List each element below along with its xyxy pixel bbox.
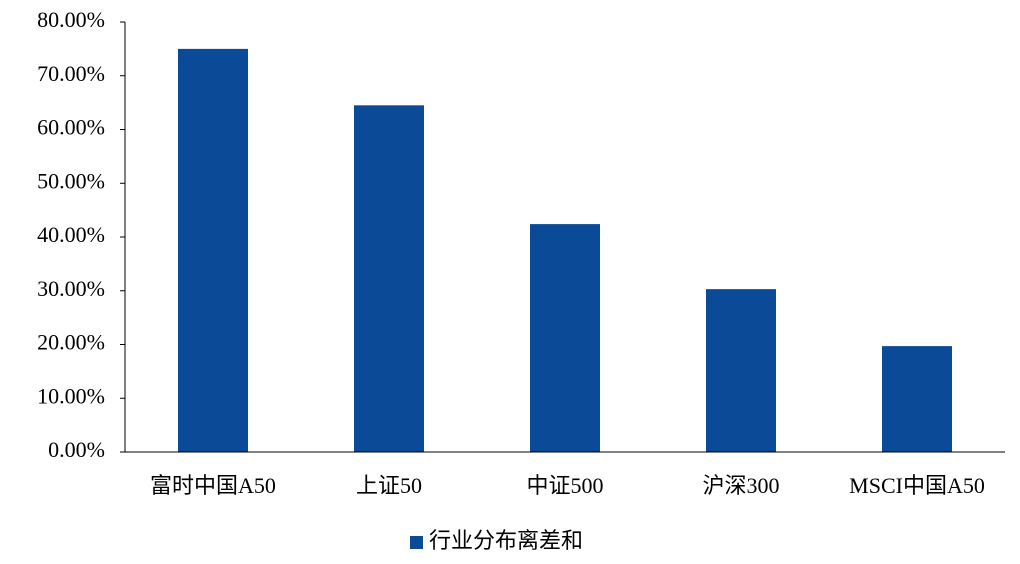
legend-label: 行业分布离差和 [429,528,583,553]
x-tick-label: MSCI中国A50 [849,473,985,498]
x-tick-label: 中证500 [526,473,603,498]
y-tick-label: 80.00% [37,7,105,32]
y-tick-label: 20.00% [37,330,105,355]
bar [530,224,600,452]
y-tick-label: 50.00% [37,168,105,193]
y-tick-label: 0.00% [48,437,105,462]
bar [882,346,952,452]
bar [354,105,424,452]
y-tick-label: 70.00% [37,61,105,86]
bar [706,289,776,452]
bar [178,48,248,452]
y-tick-label: 40.00% [37,222,105,247]
y-tick-label: 10.00% [37,383,105,408]
x-tick-label: 沪深300 [702,473,779,498]
x-tick-label: 上证50 [356,473,422,498]
y-tick-label: 60.00% [37,115,105,140]
y-tick-label: 30.00% [37,276,105,301]
legend-swatch [410,536,423,549]
x-tick-label: 富时中国A50 [150,473,276,498]
